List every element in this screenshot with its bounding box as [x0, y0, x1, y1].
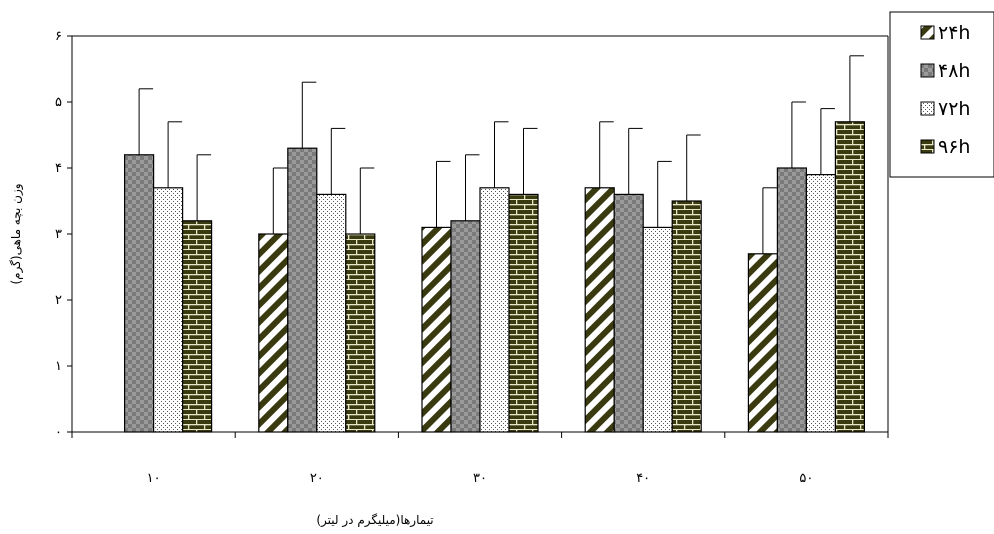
legend-item: ۴۸h: [920, 60, 970, 82]
x-ticks: ۱۰ ۲۰ ۳۰ ۴۰ ۵۰: [71, 432, 889, 486]
error-bar: [494, 121, 509, 188]
error-bar: [330, 127, 346, 195]
error-bars-layer: [138, 55, 864, 254]
y-ticks: ۰ ۱ ۲ ۳ ۴ ۵ ۶: [55, 29, 72, 440]
error-bar: [686, 134, 701, 201]
error-bar: [465, 154, 480, 221]
legend-item: ۷۲h: [920, 98, 970, 120]
y-tick-label: ۰: [55, 425, 62, 440]
bar: [421, 226, 452, 433]
bar: [747, 253, 779, 433]
error-bar: [272, 167, 288, 234]
y-tick-label: ۱: [55, 359, 62, 374]
legend-swatch: [920, 101, 935, 116]
error-bar: [167, 121, 183, 188]
legend-label: ۷۲h: [938, 98, 970, 120]
y-tick-label: ۳: [55, 227, 62, 242]
error-bar: [599, 121, 614, 188]
error-bar: [849, 55, 864, 122]
legend-box: [889, 11, 994, 178]
bar: [316, 193, 347, 433]
error-bar: [436, 160, 451, 228]
bar: [508, 193, 539, 433]
error-bar: [628, 127, 643, 195]
bar: [642, 226, 673, 433]
bar: [584, 187, 615, 433]
x-tick-label: ۳۰: [473, 471, 487, 486]
error-bar: [523, 127, 538, 195]
y-tick-label: ۲: [55, 293, 62, 308]
error-bar: [138, 88, 154, 155]
error-bar: [196, 154, 212, 221]
legend-label: ۲۴h: [938, 22, 970, 44]
bar: [671, 200, 702, 433]
bar: [182, 220, 213, 433]
y-tick-label: ۴: [55, 161, 62, 176]
x-tick-label: ۱۰: [147, 471, 161, 486]
legend-label: ۴۸h: [938, 60, 970, 82]
x-tick-label: ۵۰: [799, 471, 813, 486]
error-bar: [762, 187, 777, 254]
legend-swatch: [920, 63, 935, 78]
error-bar: [820, 108, 835, 175]
error-bar: [359, 167, 375, 234]
bar: [613, 193, 644, 433]
legend-swatch: [920, 139, 935, 154]
error-bar: [657, 160, 672, 228]
y-tick-label: ۵: [55, 95, 62, 110]
error-bar: [791, 101, 806, 168]
legend: ۲۴h ۴۸h ۷۲h ۹۶h: [889, 11, 994, 178]
error-bar: [301, 81, 317, 149]
bar: [345, 233, 376, 433]
bar: [479, 187, 510, 433]
y-tick-label: ۶: [55, 29, 62, 44]
bar: [123, 154, 155, 433]
bar: [834, 121, 866, 433]
bar: [776, 167, 808, 433]
bar: [450, 220, 481, 433]
bar: [258, 233, 289, 433]
legend-item: ۲۴h: [920, 22, 970, 44]
legend-swatch: [920, 25, 935, 40]
bar: [287, 147, 318, 433]
y-axis-title: وزن بچه ماهی(گرم): [9, 183, 24, 284]
bars-layer: [123, 121, 866, 433]
bar: [805, 174, 837, 433]
bar: [153, 187, 184, 433]
x-tick-label: ۴۰: [636, 471, 650, 486]
x-tick-label: ۲۰: [310, 471, 324, 486]
legend-label: ۹۶h: [938, 136, 970, 158]
legend-item: ۹۶h: [920, 136, 970, 158]
x-axis-title: تیمارها(میلیگرم در لیتر): [316, 513, 433, 528]
